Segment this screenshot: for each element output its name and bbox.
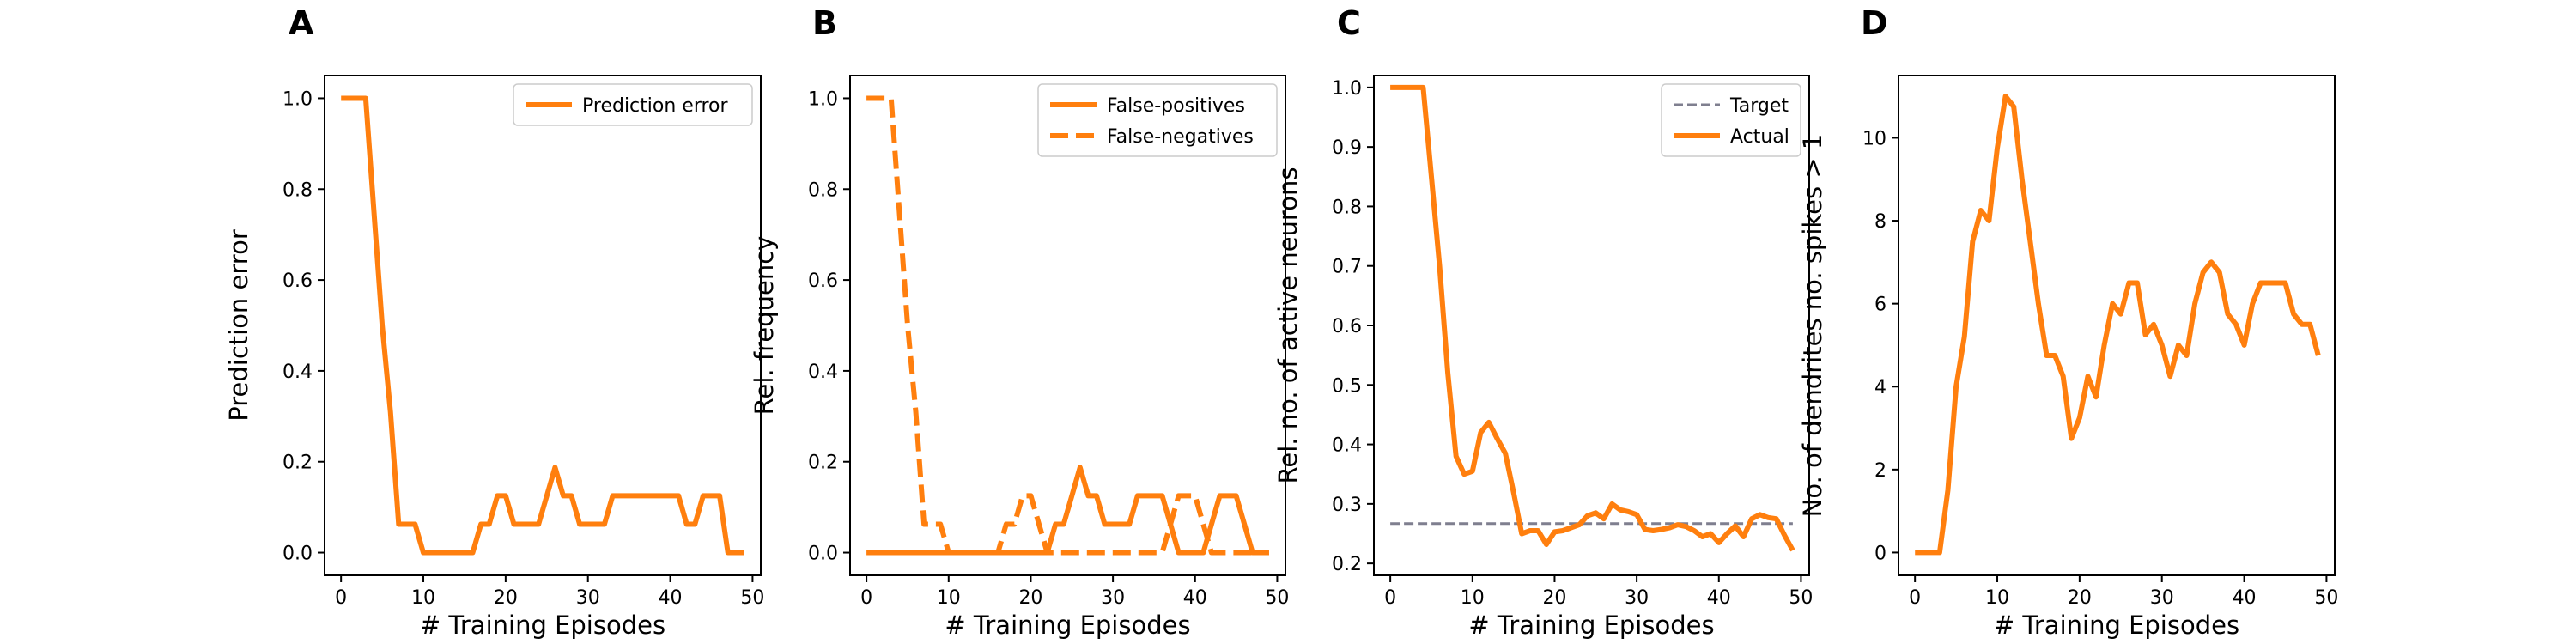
panel-letter-b: B	[812, 4, 837, 42]
series-line-actual	[1390, 84, 1795, 552]
panel-c: C 0 10 20 30 40 50 0.2 0.3 0.4 0.5 0.6 0.7 0.8 0.9 1.0…	[1273, 4, 1813, 640]
legend-label: Actual	[1730, 126, 1789, 148]
y-tick-label: 0.4	[808, 361, 838, 383]
x-tick-label: 0	[860, 587, 872, 609]
y-tick-label: 0.6	[283, 270, 313, 292]
panel-letter-c: C	[1337, 4, 1361, 42]
y-tick-label: 1.0	[808, 88, 838, 110]
y-tick-label: 0.0	[808, 544, 838, 565]
x-tick-label: 50	[1789, 587, 1813, 609]
panel-a: A 0 10 20 30 40 50 0.0 0.2 0.4 0.6 0.8 1.0 # Trainin…	[224, 4, 764, 640]
x-tick-label: 20	[1542, 587, 1566, 609]
series-line-prediction-error	[341, 95, 744, 556]
x-tick-label: 30	[576, 587, 600, 609]
legend-box	[1037, 83, 1278, 157]
legend-label: Target	[1729, 95, 1789, 117]
x-tick-label: 0	[1909, 587, 1921, 609]
y-tick-label: 0.6	[808, 270, 838, 292]
y-tick-label: 0.4	[283, 361, 313, 383]
x-tick-label: 10	[1461, 587, 1485, 609]
y-axis-label: Prediction error	[224, 229, 253, 422]
x-tick-label: 50	[740, 587, 764, 609]
y-tick-label: 0.2	[1332, 554, 1362, 575]
y-tick-label: 0.5	[1332, 375, 1362, 397]
x-tick-label: 30	[1101, 587, 1125, 609]
x-tick-label: 20	[2068, 587, 2092, 609]
y-tick-label: 0.3	[1332, 495, 1362, 516]
legend-label: Prediction error	[582, 95, 728, 117]
x-tick-label: 20	[494, 587, 518, 609]
y-tick-label: 0.0	[283, 544, 313, 565]
legend-box	[513, 83, 753, 126]
series-line-dendrites	[1915, 94, 2321, 556]
x-tick-label: 40	[1707, 587, 1731, 609]
x-tick-label: 20	[1018, 587, 1042, 609]
y-tick-label: 0.7	[1332, 257, 1362, 278]
x-axis-label: # Training Episodes	[1994, 611, 2239, 640]
y-tick-label: 4	[1874, 377, 1886, 398]
y-tick-label: 1.0	[283, 88, 313, 110]
x-tick-label: 10	[411, 587, 435, 609]
x-tick-label: 40	[1183, 587, 1207, 609]
x-tick-label: 10	[1985, 587, 2009, 609]
y-tick-label: 8	[1874, 211, 1886, 233]
plot-frame	[1898, 75, 2336, 576]
y-tick-label: 0.2	[808, 453, 838, 474]
y-tick-label: 10	[1862, 128, 1886, 149]
legend-label: False-positives	[1107, 95, 1245, 117]
y-axis-label: Rel. frequency	[750, 236, 779, 416]
x-tick-label: 40	[659, 587, 683, 609]
y-tick-label: 0.6	[1332, 316, 1362, 337]
plot-frame	[849, 75, 1286, 576]
x-tick-label: 0	[1384, 587, 1396, 609]
y-tick-label: 0.2	[283, 453, 313, 474]
x-tick-label: 50	[2314, 587, 2338, 609]
x-axis-label: # Training Episodes	[1468, 611, 1714, 640]
legend-label: False-negatives	[1107, 126, 1254, 148]
plot-frame	[324, 75, 762, 576]
panel-letter-a: A	[289, 4, 314, 42]
y-tick-label: 0	[1874, 543, 1886, 564]
series-line-false-negatives	[866, 95, 1269, 556]
series-line-false-positives	[866, 465, 1269, 556]
y-tick-label: 0.4	[1332, 435, 1362, 457]
x-tick-label: 30	[1625, 587, 1649, 609]
x-axis-label: # Training Episodes	[945, 611, 1190, 640]
x-tick-label: 0	[335, 587, 347, 609]
x-tick-label: 10	[937, 587, 961, 609]
x-tick-label: 40	[2233, 587, 2257, 609]
y-tick-label: 0.9	[1332, 137, 1362, 159]
y-axis-label: Rel. no. of active neurons	[1273, 167, 1303, 484]
y-tick-label: 1.0	[1332, 78, 1362, 100]
y-tick-label: 0.8	[808, 179, 838, 201]
y-tick-label: 2	[1874, 460, 1886, 482]
y-axis-label: No. of dendrites no. spikes > 1	[1798, 134, 1827, 518]
y-tick-label: 0.8	[283, 179, 313, 201]
y-tick-label: 0.8	[1332, 197, 1362, 218]
x-tick-label: 30	[2150, 587, 2174, 609]
x-tick-label: 50	[1265, 587, 1289, 609]
y-tick-label: 6	[1874, 295, 1886, 316]
x-axis-label: # Training Episodes	[420, 611, 665, 640]
panel-letter-d: D	[1861, 4, 1888, 42]
panel-b: B 0 10 20 30 40 50 0.0 0.2 0.4 0.6 0.8 1.0 # Trainin…	[750, 4, 1289, 640]
